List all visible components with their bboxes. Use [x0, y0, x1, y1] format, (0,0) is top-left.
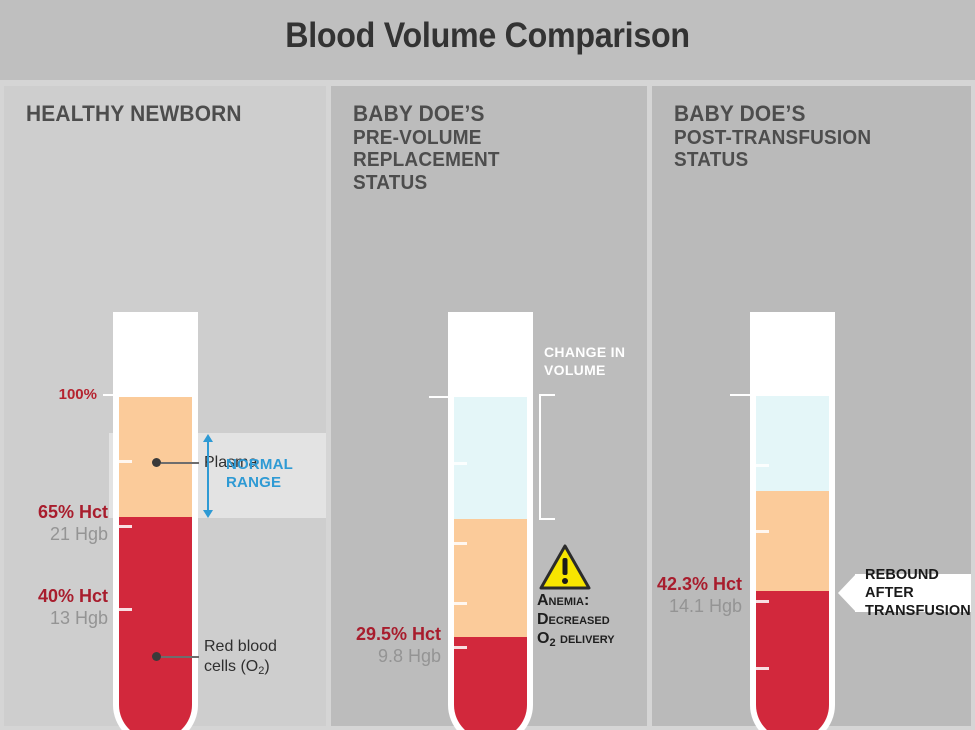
panel-healthy-newborn: HEALTHY NEWBORN 100% 0% 6 [4, 86, 326, 730]
tube-3-tick-d [756, 667, 769, 670]
tube-3-segment-empty [756, 312, 829, 396]
tube-3-leader-top-left [730, 394, 753, 396]
rebound-callout-line-2: TRANSFUSION [865, 603, 971, 620]
tube-3-tick-a [756, 464, 769, 467]
leader-100 [103, 394, 129, 396]
rbc-callout-line-2: cells (O [204, 657, 259, 675]
reading-42-3-hct-value: 42.3% Hct [656, 574, 742, 594]
tube-inner-1 [119, 312, 192, 730]
tube-2-tick-c [454, 602, 467, 605]
change-in-volume-bracket [539, 394, 555, 520]
reading-40-hct-value: 40% Hct [37, 586, 108, 606]
tube-1-tick-40 [119, 608, 132, 611]
normal-range-arrow-up-icon [203, 434, 213, 442]
rebound-callout-text: REBOUND AFTER TRANSFUSION [865, 566, 971, 620]
rbc-callout-subscript: 2 [258, 664, 265, 677]
tube-1-segment-empty [119, 312, 192, 397]
reading-40-hgb-value: 13 Hgb [49, 607, 108, 628]
reading-65-hct: 65% Hct 21 Hgb [4, 502, 108, 546]
reading-29-5-hct-value: 29.5% Hct [355, 624, 441, 644]
anemia-warning [534, 544, 644, 674]
reading-29-5-hct: 29.5% Hct 9.8 Hgb [331, 624, 441, 668]
normal-range-label: NORMAL RANGE [226, 456, 293, 492]
warning-triangle-icon [539, 544, 591, 590]
normal-range-arrow-down-icon [203, 510, 213, 518]
panel-pre-volume-replacement: BABY DOE’S PRE-VOLUME REPLACEMENT STATUS [331, 86, 647, 730]
reading-65-hgb-value: 21 Hgb [49, 523, 108, 544]
tube-2-segment-crystalloid [454, 397, 527, 519]
tube-3-segment-plasma [756, 491, 829, 591]
panel-1-header-line-1: HEALTHY NEWBORN [26, 101, 242, 126]
tube-2-segment-empty [454, 312, 527, 397]
tube-3-segment-crystalloid [756, 396, 829, 491]
change-in-volume-line-2: VOLUME [544, 361, 606, 378]
tube-1-segment-plasma [119, 397, 192, 517]
panel-2-header-line-2: PRE-VOLUME REPLACEMENT [353, 126, 500, 172]
reading-42-3-hgb-value: 14.1 Hgb [668, 595, 742, 616]
anemia-warning-line-3-pre: O [537, 629, 550, 647]
anemia-warning-subscript: 2 [549, 636, 556, 649]
tube-2-segment-plasma [454, 519, 527, 637]
reading-29-5-hgb-value: 9.8 Hgb [377, 645, 441, 666]
panel-3-header-line-2: POST-TRANSFUSION [674, 126, 872, 149]
tube-3-segment-rbc [756, 591, 829, 730]
change-in-volume-line-1: CHANGE IN [544, 344, 626, 360]
tube-3-tick-c [756, 600, 769, 603]
plasma-callout-line [161, 462, 199, 464]
normal-range-label-line-2: RANGE [226, 474, 282, 491]
tube-1-tick-65 [119, 525, 132, 528]
rebound-callout-box: REBOUND AFTER TRANSFUSION [855, 567, 971, 619]
reading-65-hct-value: 65% Hct [37, 502, 108, 522]
tube-2-leader-top-left [429, 396, 451, 398]
tube-post-transfusion [750, 312, 835, 730]
panel-3-header-line-3: STATUS [674, 149, 749, 172]
tube-2-tick-b [454, 542, 467, 545]
title-bar: Blood Volume Comparison [0, 0, 975, 80]
panel-post-transfusion: BABY DOE’S POST-TRANSFUSION STATUS [652, 86, 971, 730]
tube-inner-3 [756, 312, 829, 730]
anemia-warning-line-1: Anemia: [537, 592, 590, 609]
panel-3-header-line-1: BABY DOE’S [674, 101, 806, 126]
rbc-callout-label: Red blood cells (O2) [204, 637, 277, 677]
tube-1-segment-rbc [119, 517, 192, 730]
plasma-callout-dot [152, 458, 161, 467]
rbc-callout-dot [152, 652, 161, 661]
scale-label-100: 100% [58, 386, 97, 403]
plasma-callout-label: Plasma [204, 454, 258, 471]
panel-2-header-line-3: STATUS [353, 172, 428, 195]
panel-1-header: HEALTHY NEWBORN [26, 101, 253, 127]
rbc-callout-line-1: Red blood [204, 638, 277, 655]
rebound-callout-arrow-icon [838, 574, 856, 612]
tube-inner-2 [454, 312, 527, 730]
tube-2-tick-d [454, 646, 467, 649]
tube-healthy-newborn [113, 312, 198, 730]
rbc-callout-line-3: ) [264, 657, 270, 675]
panel-3-header: BABY DOE’S POST-TRANSFUSION STATUS [674, 101, 882, 172]
tube-pre-volume [448, 312, 533, 730]
tube-2-tick-a [454, 462, 467, 465]
anemia-warning-text: Anemia: Decreased O2 delivery [537, 592, 657, 649]
anemia-warning-line-3-post: delivery [555, 629, 615, 647]
panel-2-header-line-1: BABY DOE’S [353, 101, 485, 126]
tube-1-tick-plasma [119, 460, 132, 463]
tube-3-tick-b [756, 530, 769, 533]
rebound-callout-line-1: REBOUND AFTER [865, 566, 940, 601]
change-in-volume-label: CHANGE IN VOLUME [544, 344, 625, 379]
page-title: Blood Volume Comparison [285, 16, 690, 55]
panel-2-header: BABY DOE’S PRE-VOLUME REPLACEMENT STATUS [353, 101, 647, 195]
reading-42-3-hct: 42.3% Hct 14.1 Hgb [602, 574, 742, 618]
normal-range-arrow-line [207, 441, 209, 510]
normal-range-label-line-1: NORMAL [226, 456, 294, 473]
tube-2-segment-rbc [454, 637, 527, 730]
reading-40-hct: 40% Hct 13 Hgb [4, 586, 108, 630]
rbc-callout-line [161, 656, 199, 658]
anemia-warning-line-2: Decreased [537, 610, 610, 628]
